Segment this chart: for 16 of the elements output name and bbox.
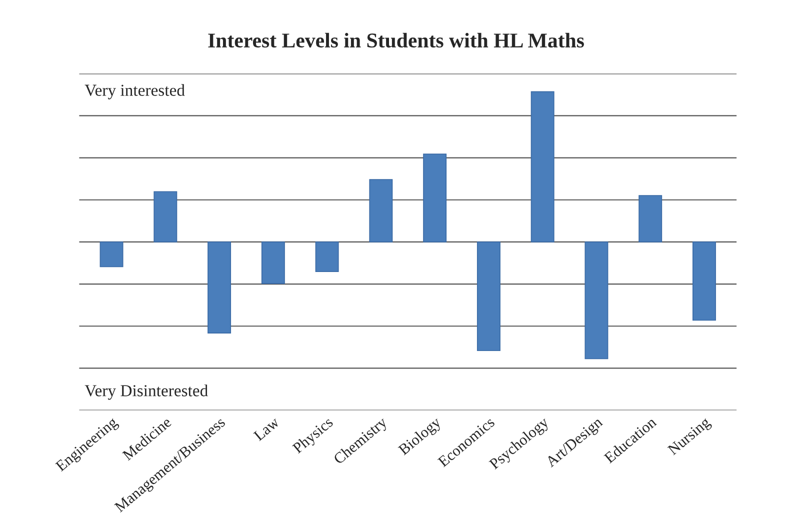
bar (369, 179, 393, 242)
x-tick-label: Law (253, 416, 280, 442)
bar (692, 242, 716, 321)
bar (584, 242, 608, 360)
text: Very Disinterested (84, 384, 208, 400)
bar (423, 154, 447, 242)
bar (476, 242, 500, 352)
bar (315, 242, 339, 272)
bar (530, 91, 554, 242)
chart-title: Interest Levels in Students with HL Maths (208, 32, 584, 48)
annotation: Very interested (84, 84, 185, 100)
bar (261, 242, 285, 284)
bar (100, 242, 124, 268)
bar (638, 195, 662, 242)
bar (208, 242, 232, 334)
bar (154, 191, 178, 242)
